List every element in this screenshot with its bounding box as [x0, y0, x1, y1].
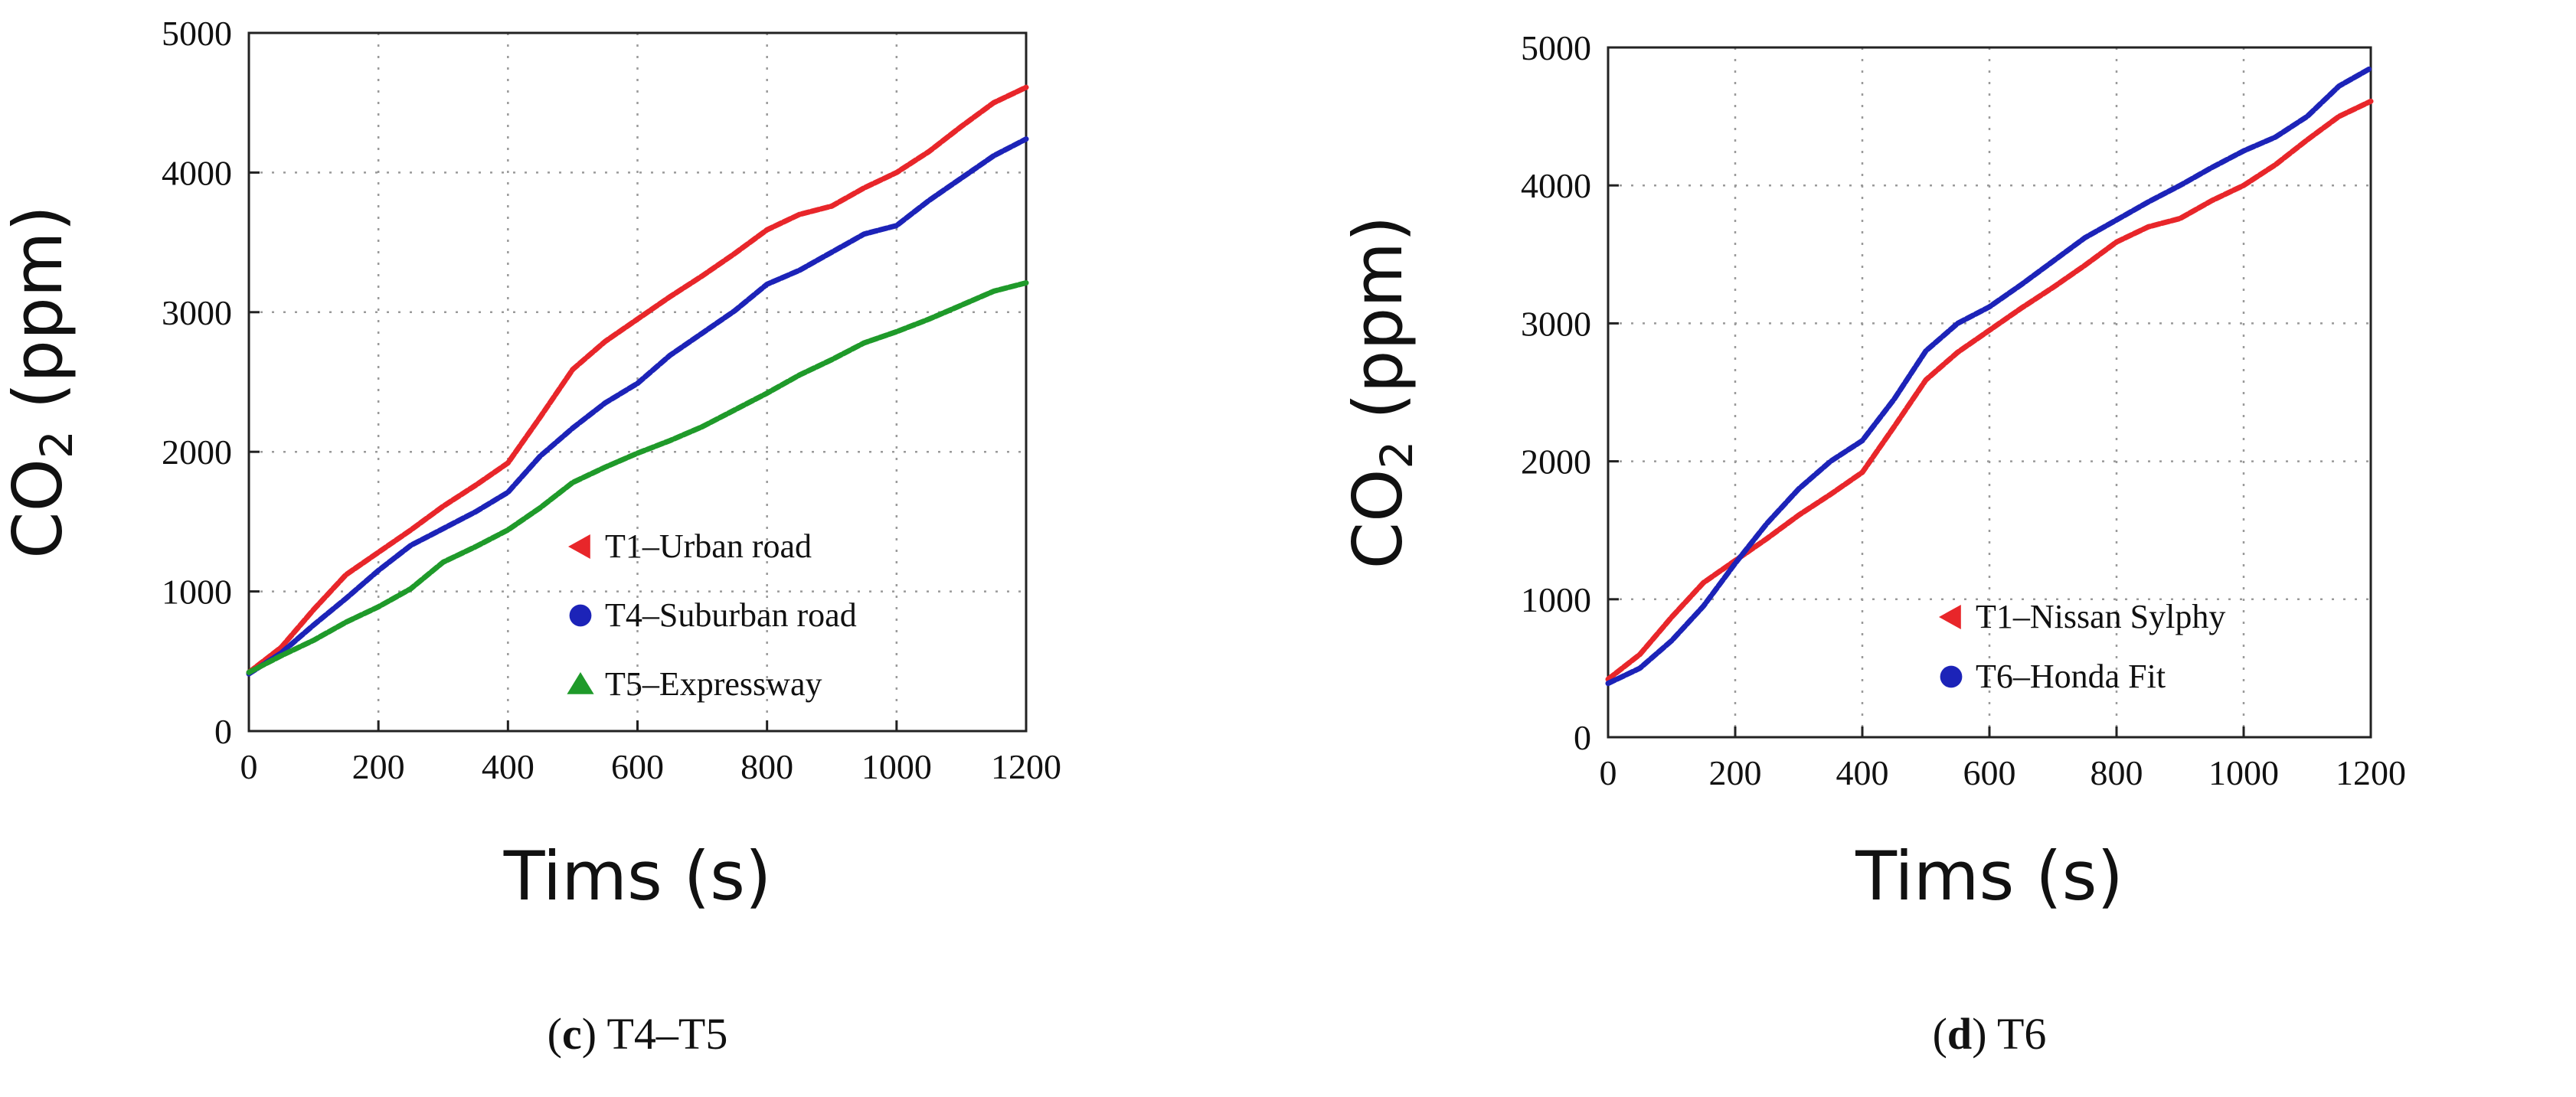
y-axis-title: CO2 (ppm) [0, 205, 83, 559]
x-tick-label: 1200 [2336, 753, 2406, 792]
series-line-3 [246, 280, 1029, 675]
x-tick-label: 600 [1963, 753, 2016, 792]
x-tick-label: 400 [1836, 753, 1889, 792]
legend-marker-1 [1939, 605, 1961, 629]
x-tick-label: 0 [1600, 753, 1617, 792]
y-tick-label: 1000 [162, 573, 232, 612]
x-tick-label: 1000 [2208, 753, 2279, 792]
y-tick-label: 4000 [1521, 166, 1591, 205]
series-line-2 [1605, 65, 2374, 687]
panel-caption: (c) T4–T5 [548, 1009, 728, 1059]
x-tick-label: 400 [482, 747, 534, 786]
x-tick-label: 200 [1709, 753, 1762, 792]
y-axis-title: CO2 (ppm) [1339, 216, 1423, 570]
y-tick-label: 4000 [162, 153, 232, 192]
y-tick-label: 1000 [1521, 580, 1591, 619]
y-tick-label: 3000 [162, 293, 232, 332]
legend: T1–Nissan Sylphy T6–Honda Fit [1939, 598, 2225, 695]
x-tick-label: 800 [2091, 753, 2143, 792]
legend-label-2: T6–Honda Fit [1976, 658, 2166, 695]
legend-marker-1 [568, 534, 590, 559]
chart-panel-c: 0 200 400 600 800 1000 1200 0 1000 2000 3000 4000 50… [0, 14, 1061, 1059]
x-axis-title: Tims (s) [503, 837, 772, 916]
legend-label-2: T4–Suburban road [605, 596, 857, 634]
y-tick-label: 5000 [1521, 28, 1591, 67]
y-tick-label: 0 [1574, 718, 1591, 757]
x-tick-label: 1200 [991, 747, 1061, 786]
series-line-2 [246, 136, 1029, 677]
y-tick-label: 2000 [162, 433, 232, 472]
series-line-1 [1605, 98, 2374, 682]
legend-marker-2 [569, 604, 592, 627]
panel-caption: (d) T6 [1933, 1009, 2047, 1059]
chart-panel-d: 0 200 400 600 800 1000 1200 0 1000 2000 3000 4000 50… [1339, 28, 2406, 1059]
y-tick-label: 5000 [162, 14, 232, 53]
x-tick-label: 0 [240, 747, 258, 786]
x-tick-label: 600 [611, 747, 664, 786]
x-axis-title: Tims (s) [1855, 837, 2123, 916]
series-line-1 [246, 84, 1029, 675]
y-tick-label: 2000 [1521, 442, 1591, 482]
legend-label-1: T1–Nissan Sylphy [1976, 598, 2225, 635]
legend-label-1: T1–Urban road [605, 527, 812, 565]
x-tick-label: 1000 [861, 747, 932, 786]
x-tick-label: 800 [740, 747, 793, 786]
legend-marker-2 [1940, 665, 1963, 688]
y-tick-label: 3000 [1521, 304, 1591, 343]
legend-marker-3 [567, 672, 594, 694]
legend: T1–Urban road T4–Suburban road T5–Expressw… [567, 527, 857, 703]
y-tick-label: 0 [214, 712, 232, 751]
x-tick-label: 200 [352, 747, 405, 786]
legend-label-3: T5–Expressway [605, 665, 822, 703]
